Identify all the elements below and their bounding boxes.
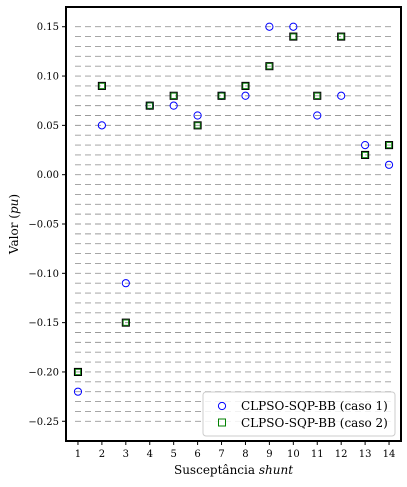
y-tick-label: −0.25 — [28, 417, 59, 428]
point-caso-2 — [361, 150, 370, 160]
legend-label-caso-1: CLPSO-SQP-BB (caso 1) — [241, 399, 388, 413]
point-caso-1 — [361, 140, 370, 150]
legend-box — [202, 391, 396, 437]
legend-marker-square — [218, 418, 226, 427]
x-tick-label: 3 — [123, 449, 129, 460]
point-caso-2 — [384, 141, 394, 150]
x-tick-label: 1 — [75, 449, 81, 460]
point-caso-1 — [265, 22, 274, 31]
x-tick-label: 2 — [99, 449, 105, 460]
point-caso-1 — [73, 387, 83, 396]
y-tick-label: −0.15 — [28, 318, 59, 329]
y-tick-label: 0.15 — [37, 22, 59, 33]
point-caso-2-inner — [338, 33, 345, 40]
x-tick-label: 4 — [147, 449, 153, 460]
data-points — [73, 22, 394, 396]
legend: CLPSO-SQP-BB (caso 1) CLPSO-SQP-BB (caso… — [202, 391, 396, 437]
legend-entry-caso-2: CLPSO-SQP-BB (caso 2) — [218, 416, 388, 430]
point-caso-2-inner — [98, 82, 105, 89]
x-tick-label: 14 — [383, 449, 396, 460]
y-tick-label: −0.20 — [28, 367, 59, 378]
point-caso-2 — [241, 81, 250, 90]
y-axis-label: Valor (pu) — [7, 194, 21, 255]
point-caso-1 — [121, 279, 130, 288]
grid-lines — [75, 26, 392, 422]
x-tick-label: 5 — [170, 449, 176, 460]
x-axis-label: Susceptância shunt — [174, 463, 293, 477]
y-axis-ticks: −0.25 −0.20 −0.15 −0.10 −0.05 0.00 0.05 0.10 0.1… — [28, 22, 66, 428]
point-caso-2-inner — [314, 92, 321, 99]
legend-entry-caso-1: CLPSO-SQP-BB (caso 1) — [217, 399, 388, 413]
x-tick-label: 11 — [311, 449, 324, 460]
point-caso-2-inner — [122, 319, 129, 326]
point-caso-2-inner — [74, 368, 81, 375]
x-tick-label: 7 — [218, 449, 224, 460]
point-caso-2 — [169, 91, 178, 100]
point-caso-2 — [145, 101, 154, 110]
x-tick-label: 6 — [194, 449, 200, 460]
y-tick-label: −0.05 — [28, 220, 59, 231]
point-caso-2-inner — [242, 82, 249, 89]
point-caso-1 — [289, 22, 298, 31]
x-tick-label: 10 — [287, 449, 300, 460]
plot-frame — [65, 6, 402, 442]
point-caso-2 — [121, 318, 130, 327]
point-caso-2 — [193, 121, 202, 130]
y-tick-label: 0.10 — [37, 72, 59, 83]
x-tick-label: 9 — [266, 449, 272, 460]
point-caso-1 — [313, 111, 322, 120]
y-tick-label: 0.00 — [37, 170, 59, 181]
point-caso-2 — [337, 32, 346, 41]
point-caso-2-inner — [146, 102, 153, 109]
point-caso-2-inner — [386, 142, 393, 149]
point-caso-1 — [384, 160, 394, 169]
x-axis-ticks: 1 2 3 4 5 6 7 8 9 10 11 12 13 14 — [75, 441, 396, 460]
point-caso-2-inner — [194, 122, 201, 129]
point-caso-2-inner — [266, 63, 273, 70]
point-caso-2 — [97, 81, 106, 90]
point-caso-1 — [97, 121, 106, 130]
point-caso-2 — [313, 91, 322, 100]
point-caso-1 — [241, 91, 250, 100]
point-caso-2-inner — [218, 92, 225, 99]
point-caso-2 — [265, 62, 274, 71]
y-tick-label: −0.10 — [28, 269, 59, 280]
x-tick-label: 12 — [335, 449, 348, 460]
point-caso-1 — [337, 91, 346, 100]
x-tick-label: 8 — [242, 449, 248, 460]
point-caso-2-inner — [362, 151, 369, 158]
point-caso-1 — [169, 101, 178, 110]
point-caso-2-inner — [170, 92, 177, 99]
point-caso-2-inner — [290, 33, 297, 40]
y-tick-label: 0.05 — [37, 121, 59, 132]
legend-label-caso-2: CLPSO-SQP-BB (caso 2) — [241, 416, 388, 430]
legend-marker-circle — [217, 401, 227, 411]
point-caso-2 — [73, 367, 83, 377]
point-caso-1 — [193, 111, 202, 120]
point-caso-2 — [289, 32, 298, 41]
x-tick-label: 13 — [359, 449, 372, 460]
point-caso-2 — [217, 91, 226, 100]
